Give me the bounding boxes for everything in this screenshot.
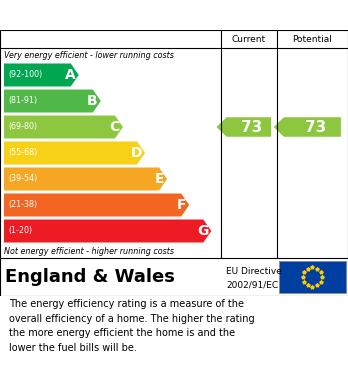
Text: Potential: Potential bbox=[292, 34, 332, 43]
Bar bbox=[279, 261, 346, 293]
Polygon shape bbox=[4, 63, 79, 86]
Text: B: B bbox=[87, 94, 98, 108]
Polygon shape bbox=[4, 142, 145, 165]
Text: 2002/91/EC: 2002/91/EC bbox=[226, 280, 278, 289]
Polygon shape bbox=[4, 194, 189, 217]
Text: Not energy efficient - higher running costs: Not energy efficient - higher running co… bbox=[4, 246, 174, 255]
Text: (92-100): (92-100) bbox=[8, 70, 42, 79]
Text: (55-68): (55-68) bbox=[8, 149, 37, 158]
Text: C: C bbox=[110, 120, 120, 134]
Polygon shape bbox=[4, 115, 123, 138]
Text: Current: Current bbox=[232, 34, 266, 43]
Text: (1-20): (1-20) bbox=[8, 226, 32, 235]
Polygon shape bbox=[4, 90, 101, 113]
Text: 73: 73 bbox=[241, 120, 262, 135]
Text: 73: 73 bbox=[305, 120, 326, 135]
Polygon shape bbox=[216, 117, 271, 137]
Text: EU Directive: EU Directive bbox=[226, 267, 282, 276]
Text: D: D bbox=[130, 146, 142, 160]
Text: (21-38): (21-38) bbox=[8, 201, 37, 210]
Text: A: A bbox=[65, 68, 76, 82]
Text: F: F bbox=[177, 198, 186, 212]
Text: The energy efficiency rating is a measure of the
overall efficiency of a home. T: The energy efficiency rating is a measur… bbox=[9, 300, 254, 353]
Polygon shape bbox=[4, 219, 211, 242]
Text: England & Wales: England & Wales bbox=[5, 268, 175, 286]
Polygon shape bbox=[274, 117, 341, 137]
Text: G: G bbox=[197, 224, 208, 238]
Text: E: E bbox=[155, 172, 164, 186]
Text: (69-80): (69-80) bbox=[8, 122, 37, 131]
Text: (81-91): (81-91) bbox=[8, 97, 37, 106]
Text: (39-54): (39-54) bbox=[8, 174, 37, 183]
Text: Very energy efficient - lower running costs: Very energy efficient - lower running co… bbox=[4, 50, 174, 59]
Polygon shape bbox=[4, 167, 167, 190]
Text: Energy Efficiency Rating: Energy Efficiency Rating bbox=[10, 7, 213, 23]
